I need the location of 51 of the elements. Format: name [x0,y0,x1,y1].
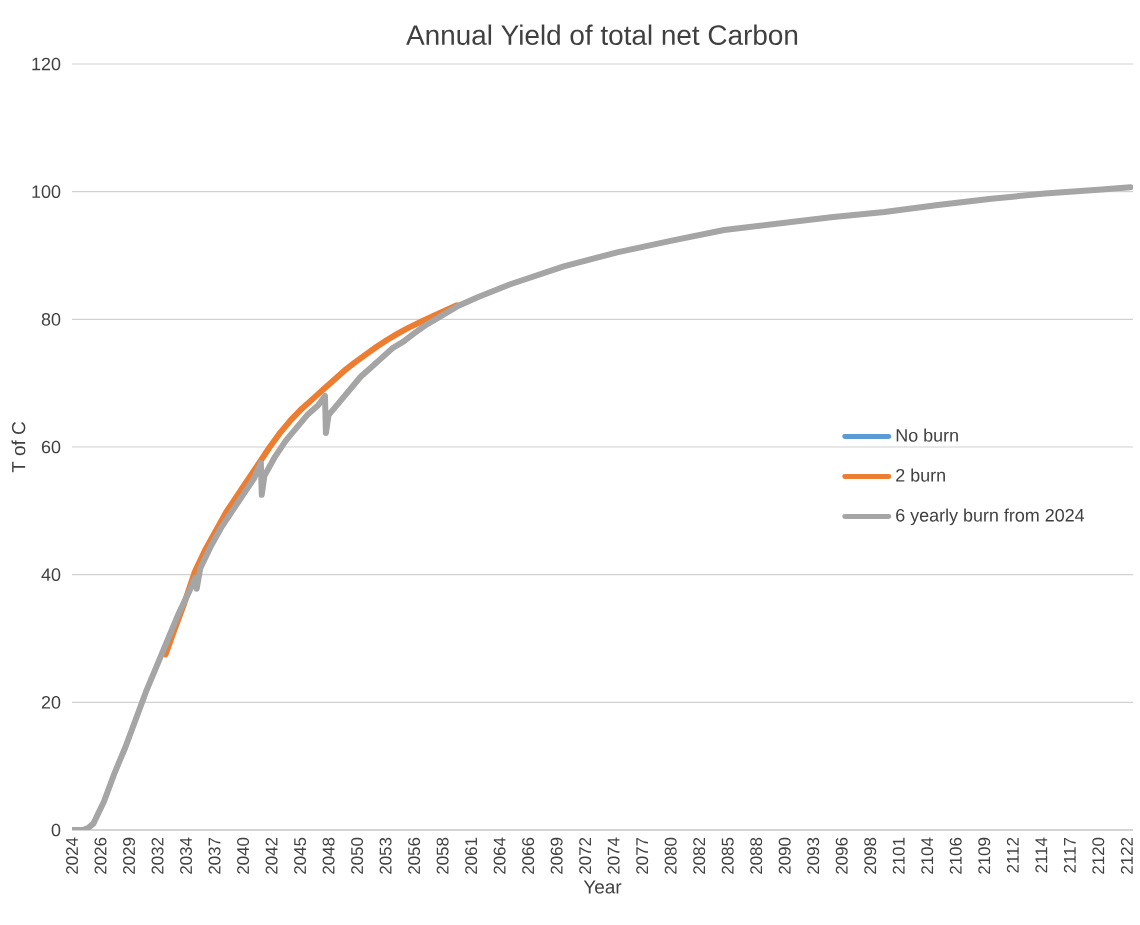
x-tick-label: 2040 [237,837,250,874]
x-tick-label: 2032 [151,837,164,874]
x-tick-label: 2053 [379,837,392,874]
y-tick-label: 120 [32,57,61,71]
legend-label: 6 yearly burn from 2024 [896,508,1085,526]
chart-title: Annual Yield of total net Carbon [406,24,798,46]
x-tick-label: 2056 [408,837,421,874]
x-tick-label: 2082 [693,837,706,874]
x-tick-label: 2024 [66,837,78,874]
legend-label: 2 burn [896,468,945,482]
x-tick-label: 2072 [579,837,592,874]
x-tick-label: 2098 [864,837,877,874]
x-tick-label: 2069 [550,837,563,874]
x-tick-label: 2066 [522,837,535,874]
x-tick-label: 2090 [778,837,791,874]
x-tick-label: 2074 [607,837,620,874]
x-tick-label: 2117 [1063,837,1076,873]
x-tick-label: 2114 [1035,837,1048,873]
x-tick-label: 2042 [265,837,278,874]
x-tick-label: 2064 [493,837,506,874]
y-tick-label: 100 [32,185,61,199]
x-axis-title: Year [583,880,622,894]
x-tick-label: 2029 [123,837,135,874]
x-tick-label: 2101 [892,837,905,874]
legend-label: No burn [896,428,958,442]
x-tick-label: 2093 [807,837,820,874]
x-tick-label: 2048 [322,837,335,874]
x-tick-label: 2061 [465,837,478,874]
y-tick-label: 20 [41,695,61,709]
x-tick-label: 2058 [436,837,449,874]
x-tick-label: 2104 [921,837,934,874]
y-tick-label: 80 [41,312,61,326]
y-axis-title: T of C [11,421,26,473]
x-tick-label: 2112 [1006,837,1019,873]
x-tick-label: 2034 [180,837,193,874]
x-tick-label: 2085 [721,837,734,874]
x-tick-label: 2122 [1120,837,1133,874]
x-tick-label: 2045 [294,837,307,874]
x-tick-label: 2096 [835,837,848,874]
y-tick-label: 0 [51,823,61,837]
x-tick-label: 2077 [636,837,649,874]
y-tick-label: 40 [41,568,61,582]
x-tick-label: 2026 [94,837,107,874]
x-tick-label: 2080 [664,837,677,874]
x-tick-label: 2050 [351,837,364,874]
x-tick-label: 2088 [750,837,763,874]
x-tick-label: 2037 [208,837,221,874]
x-tick-label: 2120 [1092,837,1105,874]
y-tick-label: 60 [41,440,61,454]
x-tick-label: 2106 [949,837,962,874]
x-tick-label: 2109 [978,837,991,874]
